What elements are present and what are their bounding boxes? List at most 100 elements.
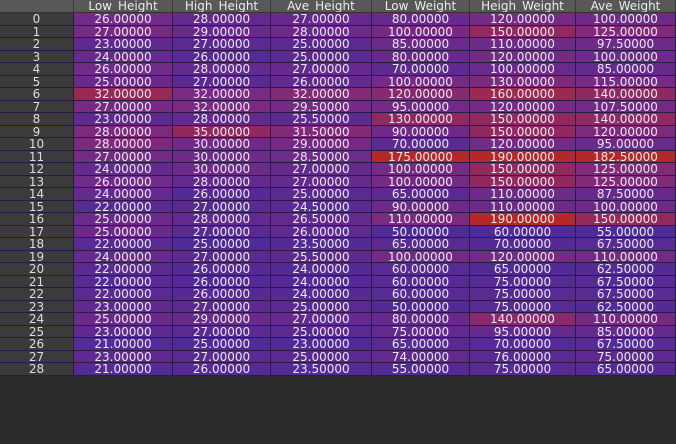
cell-heigh-weight[interactable]: 110.00000 bbox=[470, 38, 576, 50]
cell-high-height[interactable]: 26.00000 bbox=[173, 188, 271, 200]
cell-low-weight[interactable]: 65.00000 bbox=[372, 238, 470, 250]
cell-ave-weight[interactable]: 55.00000 bbox=[576, 225, 676, 237]
cell-low-weight[interactable]: 50.00000 bbox=[372, 300, 470, 312]
cell-low-height[interactable]: 22.00000 bbox=[74, 238, 173, 250]
cell-low-weight[interactable]: 100.00000 bbox=[372, 25, 470, 37]
cell-ave-height[interactable]: 23.00000 bbox=[271, 338, 372, 350]
cell-low-height[interactable]: 28.00000 bbox=[74, 125, 173, 137]
cell-heigh-weight[interactable]: 100.00000 bbox=[470, 63, 576, 75]
column-header-ave-weight[interactable]: Ave_Weight bbox=[576, 0, 676, 12]
cell-low-weight[interactable]: 75.00000 bbox=[372, 325, 470, 337]
cell-high-height[interactable]: 27.00000 bbox=[173, 75, 271, 87]
cell-high-height[interactable]: 27.00000 bbox=[173, 250, 271, 262]
cell-high-height[interactable]: 28.00000 bbox=[173, 63, 271, 75]
cell-ave-weight[interactable]: 62.50000 bbox=[576, 263, 676, 275]
cell-ave-weight[interactable]: 107.50000 bbox=[576, 100, 676, 112]
cell-low-height[interactable]: 26.00000 bbox=[74, 13, 173, 25]
cell-heigh-weight[interactable]: 120.00000 bbox=[470, 138, 576, 150]
cell-heigh-weight[interactable]: 120.00000 bbox=[470, 100, 576, 112]
cell-ave-weight[interactable]: 182.50000 bbox=[576, 150, 676, 162]
cell-low-height[interactable]: 25.00000 bbox=[74, 213, 173, 225]
cell-high-height[interactable]: 25.00000 bbox=[173, 338, 271, 350]
cell-ave-weight[interactable]: 140.00000 bbox=[576, 113, 676, 125]
cell-low-weight[interactable]: 60.00000 bbox=[372, 263, 470, 275]
cell-ave-height[interactable]: 27.00000 bbox=[271, 175, 372, 187]
cell-heigh-weight[interactable]: 150.00000 bbox=[470, 113, 576, 125]
cell-low-height[interactable]: 22.00000 bbox=[74, 200, 173, 212]
cell-low-height[interactable]: 24.00000 bbox=[74, 50, 173, 62]
cell-ave-height[interactable]: 31.50000 bbox=[271, 125, 372, 137]
cell-low-weight[interactable]: 70.00000 bbox=[372, 138, 470, 150]
cell-high-height[interactable]: 32.00000 bbox=[173, 88, 271, 100]
cell-ave-weight[interactable]: 67.50000 bbox=[576, 238, 676, 250]
cell-ave-weight[interactable]: 97.50000 bbox=[576, 38, 676, 50]
cell-low-weight[interactable]: 60.00000 bbox=[372, 288, 470, 300]
cell-low-weight[interactable]: 60.00000 bbox=[372, 275, 470, 287]
cell-heigh-weight[interactable]: 150.00000 bbox=[470, 125, 576, 137]
cell-high-height[interactable]: 26.00000 bbox=[173, 50, 271, 62]
cell-high-height[interactable]: 27.00000 bbox=[173, 225, 271, 237]
cell-low-weight[interactable]: 55.00000 bbox=[372, 363, 470, 375]
cell-low-weight[interactable]: 175.00000 bbox=[372, 150, 470, 162]
cell-low-weight[interactable]: 95.00000 bbox=[372, 100, 470, 112]
cell-low-weight[interactable]: 100.00000 bbox=[372, 163, 470, 175]
cell-ave-height[interactable]: 32.00000 bbox=[271, 88, 372, 100]
cell-low-height[interactable]: 21.00000 bbox=[74, 338, 173, 350]
cell-heigh-weight[interactable]: 150.00000 bbox=[470, 175, 576, 187]
cell-low-height[interactable]: 24.00000 bbox=[74, 250, 173, 262]
cell-low-weight[interactable]: 65.00000 bbox=[372, 188, 470, 200]
cell-heigh-weight[interactable]: 70.00000 bbox=[470, 338, 576, 350]
cell-ave-weight[interactable]: 125.00000 bbox=[576, 25, 676, 37]
cell-ave-height[interactable]: 25.00000 bbox=[271, 188, 372, 200]
cell-high-height[interactable]: 26.00000 bbox=[173, 263, 271, 275]
cell-low-weight[interactable]: 130.00000 bbox=[372, 113, 470, 125]
cell-ave-height[interactable]: 27.00000 bbox=[271, 313, 372, 325]
cell-low-weight[interactable]: 120.00000 bbox=[372, 88, 470, 100]
cell-ave-height[interactable]: 27.00000 bbox=[271, 63, 372, 75]
cell-ave-weight[interactable]: 65.00000 bbox=[576, 363, 676, 375]
cell-ave-weight[interactable]: 125.00000 bbox=[576, 163, 676, 175]
cell-low-weight[interactable]: 65.00000 bbox=[372, 338, 470, 350]
cell-low-height[interactable]: 23.00000 bbox=[74, 38, 173, 50]
cell-low-height[interactable]: 23.00000 bbox=[74, 113, 173, 125]
cell-low-height[interactable]: 25.00000 bbox=[74, 313, 173, 325]
cell-heigh-weight[interactable]: 110.00000 bbox=[470, 188, 576, 200]
cell-high-height[interactable]: 25.00000 bbox=[173, 238, 271, 250]
cell-low-height[interactable]: 28.00000 bbox=[74, 138, 173, 150]
cell-high-height[interactable]: 28.00000 bbox=[173, 13, 271, 25]
cell-ave-height[interactable]: 25.50000 bbox=[271, 250, 372, 262]
cell-ave-weight[interactable]: 115.00000 bbox=[576, 75, 676, 87]
cell-heigh-weight[interactable]: 110.00000 bbox=[470, 200, 576, 212]
cell-high-height[interactable]: 28.00000 bbox=[173, 113, 271, 125]
cell-heigh-weight[interactable]: 190.00000 bbox=[470, 213, 576, 225]
cell-ave-height[interactable]: 28.50000 bbox=[271, 150, 372, 162]
cell-heigh-weight[interactable]: 120.00000 bbox=[470, 250, 576, 262]
cell-ave-weight[interactable]: 95.00000 bbox=[576, 138, 676, 150]
column-header-low-height[interactable]: Low_Height bbox=[74, 0, 173, 12]
cell-low-height[interactable]: 23.00000 bbox=[74, 325, 173, 337]
cell-ave-height[interactable]: 24.00000 bbox=[271, 275, 372, 287]
cell-low-height[interactable]: 24.00000 bbox=[74, 163, 173, 175]
cell-ave-weight[interactable]: 100.00000 bbox=[576, 50, 676, 62]
cell-low-height[interactable]: 24.00000 bbox=[74, 188, 173, 200]
cell-low-height[interactable]: 26.00000 bbox=[74, 175, 173, 187]
cell-ave-height[interactable]: 26.00000 bbox=[271, 225, 372, 237]
cell-high-height[interactable]: 27.00000 bbox=[173, 200, 271, 212]
cell-ave-height[interactable]: 24.00000 bbox=[271, 263, 372, 275]
cell-high-height[interactable]: 29.00000 bbox=[173, 313, 271, 325]
cell-ave-height[interactable]: 25.00000 bbox=[271, 350, 372, 362]
cell-ave-height[interactable]: 25.00000 bbox=[271, 50, 372, 62]
cell-low-weight[interactable]: 80.00000 bbox=[372, 50, 470, 62]
cell-high-height[interactable]: 27.00000 bbox=[173, 300, 271, 312]
cell-low-height[interactable]: 21.00000 bbox=[74, 363, 173, 375]
cell-ave-weight[interactable]: 75.00000 bbox=[576, 350, 676, 362]
cell-heigh-weight[interactable]: 190.00000 bbox=[470, 150, 576, 162]
cell-heigh-weight[interactable]: 140.00000 bbox=[470, 313, 576, 325]
cell-low-weight[interactable]: 50.00000 bbox=[372, 225, 470, 237]
cell-ave-height[interactable]: 29.00000 bbox=[271, 138, 372, 150]
cell-high-height[interactable]: 30.00000 bbox=[173, 138, 271, 150]
cell-ave-weight[interactable]: 110.00000 bbox=[576, 250, 676, 262]
cell-heigh-weight[interactable]: 76.00000 bbox=[470, 350, 576, 362]
cell-heigh-weight[interactable]: 130.00000 bbox=[470, 75, 576, 87]
cell-heigh-weight[interactable]: 60.00000 bbox=[470, 225, 576, 237]
